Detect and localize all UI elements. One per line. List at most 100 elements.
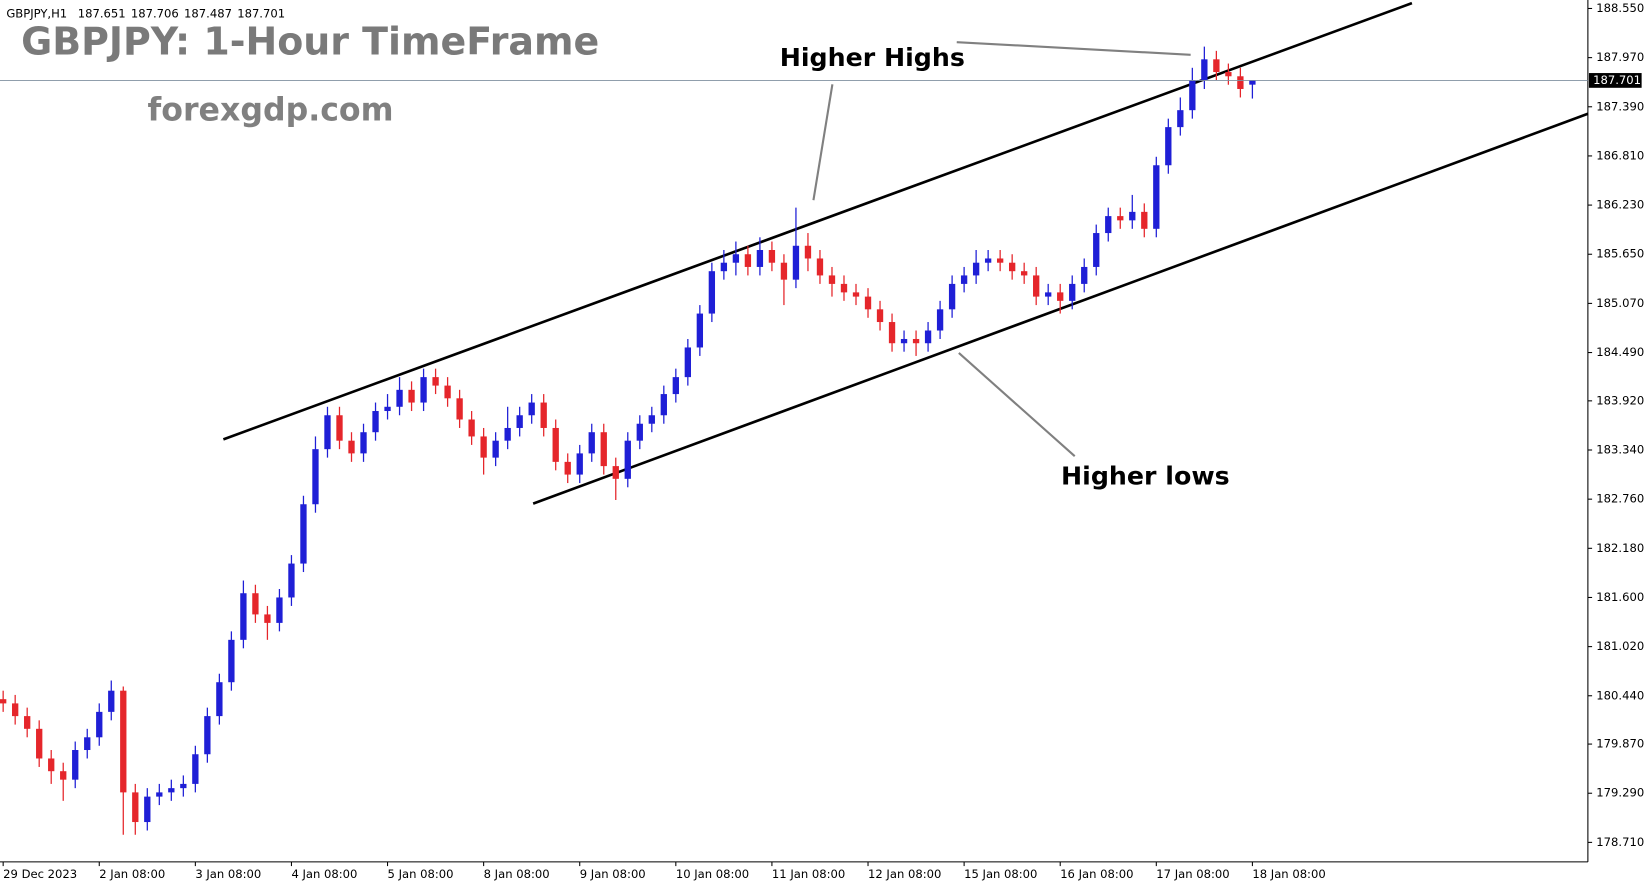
candle-body	[660, 394, 667, 416]
candle-body	[864, 296, 872, 310]
candle-body	[840, 283, 848, 293]
y-tick-label: 183.340	[1596, 443, 1644, 457]
x-tick-label: 10 Jan 08:00	[676, 867, 749, 881]
header-close: 187.701	[237, 6, 285, 20]
candle-body	[960, 275, 968, 284]
candle-body	[1008, 262, 1016, 272]
candle-body	[552, 427, 559, 462]
x-tick-label: 15 Jan 08:00	[964, 867, 1037, 881]
candle-body	[24, 716, 31, 729]
x-tick-label: 11 Jan 08:00	[772, 867, 845, 881]
header-high: 187.706	[131, 6, 179, 20]
candle-body	[1153, 165, 1160, 229]
candle-body	[732, 254, 740, 263]
candle-body	[648, 415, 655, 424]
candle-body	[456, 398, 463, 420]
y-tick-label: 183.920	[1596, 393, 1644, 407]
candle-body	[1237, 76, 1244, 89]
candle-body	[1117, 216, 1124, 221]
candle-body	[204, 716, 211, 755]
x-tick-label: 18 Jan 08:00	[1252, 867, 1325, 881]
candle-body	[336, 415, 343, 441]
candle-body	[408, 389, 415, 403]
x-tick-label: 2 Jan 08:00	[99, 867, 165, 881]
candle-body	[996, 258, 1004, 263]
candle-body	[780, 262, 788, 280]
candle-body	[672, 377, 679, 395]
candle-body	[576, 453, 583, 475]
candle-body	[828, 275, 836, 284]
candle-body	[912, 338, 920, 344]
x-tick-label: 9 Jan 08:00	[580, 867, 646, 881]
candle-body	[1105, 216, 1112, 234]
candle-body	[216, 682, 223, 717]
upper-channel-line	[222, 1, 1413, 441]
x-tick-label: 8 Jan 08:00	[484, 867, 550, 881]
candle-body	[480, 436, 487, 458]
candle-body	[1045, 292, 1052, 297]
pointer-line	[812, 84, 834, 201]
x-tick-label: 29 Dec 2023	[3, 867, 77, 881]
candle-body	[600, 432, 607, 467]
candle-body	[144, 796, 151, 823]
candle-body	[180, 783, 187, 789]
candle-body	[1021, 271, 1028, 276]
candle-body	[288, 563, 295, 598]
candle-body	[720, 262, 728, 272]
candle-body	[36, 728, 43, 759]
candle-body	[516, 415, 523, 428]
candle-body	[792, 245, 800, 280]
watermark: forexgdp.com	[148, 93, 394, 129]
y-tick-label: 186.230	[1596, 198, 1644, 212]
y-tick-label: 187.970	[1596, 50, 1644, 64]
candle-body	[72, 750, 79, 780]
candle-body	[1249, 80, 1256, 85]
pointer-line	[956, 41, 1191, 56]
candle-body	[228, 639, 235, 683]
candle-body	[324, 415, 331, 450]
candle-body	[156, 792, 163, 797]
x-tick-label: 12 Jan 08:00	[868, 867, 941, 881]
candle-body	[372, 411, 379, 433]
candle-body	[528, 402, 535, 416]
candle-body	[240, 593, 247, 640]
y-tick-label: 182.760	[1596, 492, 1644, 506]
x-tick-label: 16 Jan 08:00	[1060, 867, 1133, 881]
candle-body	[252, 593, 259, 615]
candle-body	[696, 313, 704, 348]
candle-body	[1129, 211, 1136, 221]
candle-body	[1033, 275, 1040, 297]
candle-body	[768, 250, 776, 263]
candle-body	[108, 690, 115, 712]
candle-body	[1093, 233, 1100, 267]
candle-body	[588, 432, 595, 454]
x-tick-label: 4 Jan 08:00	[291, 867, 357, 881]
candle-body	[468, 419, 475, 437]
candle-body	[612, 466, 619, 479]
symbol: GBPJPY,H1	[6, 6, 67, 20]
candle-body	[1057, 292, 1064, 301]
candle-body	[684, 347, 691, 378]
candle-body	[360, 432, 367, 454]
candle-body	[264, 614, 271, 623]
candle-body	[312, 449, 319, 505]
candle-body	[852, 292, 860, 297]
candle-body	[1081, 266, 1088, 284]
candle-body	[192, 754, 199, 784]
candle-body	[816, 258, 824, 276]
candle-body	[624, 440, 631, 479]
y-tick-label: 179.870	[1596, 737, 1644, 751]
x-tick-label: 3 Jan 08:00	[195, 867, 261, 881]
chart-title: GBPJPY: 1-Hour TimeFrame	[21, 20, 599, 64]
y-tick-label: 184.490	[1596, 345, 1644, 359]
candle-body	[84, 737, 91, 751]
candle-body	[12, 703, 19, 717]
candle-body	[708, 271, 716, 314]
x-tick-label: 17 Jan 08:00	[1156, 867, 1229, 881]
x-tick-label: 5 Jan 08:00	[388, 867, 454, 881]
y-tick-label: 181.020	[1596, 639, 1644, 653]
chart-header: GBPJPY,H1 187.651 187.706 187.487 187.701	[6, 6, 285, 20]
candle-body	[888, 322, 896, 344]
y-tick-label: 178.710	[1596, 835, 1644, 849]
